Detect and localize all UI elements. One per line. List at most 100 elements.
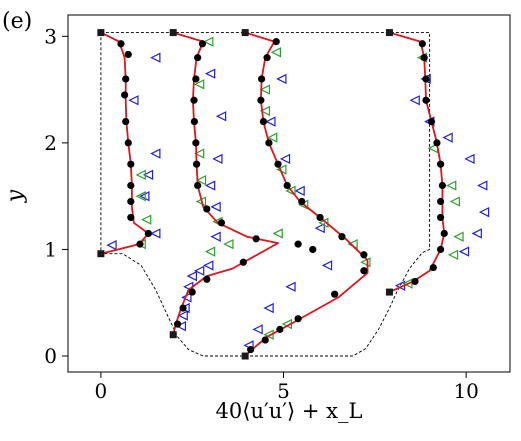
data-dot-s4 [436,245,445,254]
data-dot-s2 [190,96,198,104]
green-triangle-s3 [267,132,278,143]
data-dot-s1 [121,91,129,99]
wall-marker [97,250,105,258]
blue-triangle-s2 [175,321,187,332]
data-dot-s4 [420,54,428,62]
data-dot-s3 [272,38,280,46]
data-dot-s3 [360,251,368,259]
blue-triangle-s3 [294,185,305,197]
green-triangle-s1 [135,190,146,202]
green-triangle-s3 [259,84,271,95]
data-dot-s1 [122,117,130,126]
panel-label: (e) [2,9,32,34]
blue-triangle-s1 [150,228,161,239]
data-dot-s2 [198,40,207,48]
blue-triangle-s2 [186,270,197,282]
green-triangle-s2 [223,238,234,250]
blue-triangle-s2 [210,231,221,242]
green-triangle-s3 [270,47,282,58]
wall-marker [241,352,249,360]
data-dot-s4 [411,277,419,286]
data-dot-s2 [252,235,260,243]
green-triangle-s4 [447,249,459,260]
wall-marker [97,29,105,37]
profile-line-s4 [389,31,446,293]
blue-triangle-s4 [471,228,482,239]
blue-triangle-s3 [321,260,333,271]
plot-frame [67,14,511,373]
data-dot-s1 [124,50,132,59]
plot-area [97,29,490,360]
data-dot-s2 [192,75,200,83]
blue-triangle-s3 [285,281,296,292]
data-dot-s4 [436,197,445,206]
data-dot-s3 [294,315,302,323]
green-triangle-s1 [135,169,146,181]
data-dot-s2 [190,117,198,126]
data-dot-s3 [276,325,284,333]
green-triangle-s1 [140,214,152,225]
blue-triangle-s3 [265,116,276,127]
data-dot-s1 [127,197,135,206]
green-triangle-s2 [204,246,216,257]
data-dot-s3 [274,160,282,168]
data-dot-s4 [422,75,430,83]
data-dot-s3 [265,139,273,147]
axes: 0 5 10 0 1 2 3 [44,24,479,403]
data-dot-s3 [331,290,339,298]
y-tick-label: 0 [44,344,57,368]
blue-triangle-s4 [478,206,490,218]
x-axis-label: 40⟨u′u′⟩ + x_L [216,399,363,423]
geometry-outline [100,32,431,357]
blue-triangle-s1 [106,240,117,251]
blue-triangle-s2 [204,68,216,79]
data-dot-s3 [294,240,302,248]
data-dot-s1 [124,139,132,147]
blue-triangle-s2 [212,153,223,165]
green-triangle-s4 [446,180,457,191]
green-triangle-s4 [402,278,413,289]
blue-triangle-s4 [477,180,488,191]
data-dot-s4 [436,160,445,168]
profile-line-s1 [100,31,150,255]
blue-triangle-s1 [150,148,161,159]
data-dot-s3 [259,117,268,126]
data-dot-s2 [188,288,196,296]
blue-triangle-s1 [128,95,139,106]
data-dot-s4 [433,139,441,147]
data-dot-s4 [438,181,447,190]
x-tick-label: 0 [95,379,108,403]
blue-triangle-s3 [314,222,325,234]
blue-triangle-s2 [204,180,216,191]
data-dot-s3 [247,346,255,354]
blue-triangle-s3 [252,324,263,335]
data-dot-s4 [440,229,448,238]
data-dot-s2 [192,139,200,147]
blue-triangle-s3 [276,73,287,85]
wall-marker [385,288,393,296]
data-dot-s2 [179,304,187,312]
data-dot-s3 [298,197,306,206]
green-triangle-s3 [360,257,371,268]
data-dot-s3 [257,96,265,104]
data-dot-s3 [360,267,368,275]
green-triangle-s2 [195,175,207,186]
data-dot-s1 [127,181,135,190]
green-triangle-s2 [193,79,205,90]
data-dot-s2 [194,181,202,190]
blue-triangle-s4 [442,132,453,143]
blue-triangle-s2 [193,265,205,276]
y-tick-label: 1 [44,237,57,261]
data-dot-s4 [436,213,445,222]
green-triangle-s2 [193,148,205,159]
data-dot-s3 [283,181,291,190]
green-triangle-s2 [203,36,214,47]
green-triangle-s4 [449,196,461,207]
data-dot-s2 [217,219,226,227]
x-tick-label: 10 [453,379,478,403]
x-tick-label: 5 [277,379,290,403]
blue-triangle-s2 [215,111,227,122]
data-dot-s1 [144,229,152,238]
data-dot-s4 [418,40,426,48]
